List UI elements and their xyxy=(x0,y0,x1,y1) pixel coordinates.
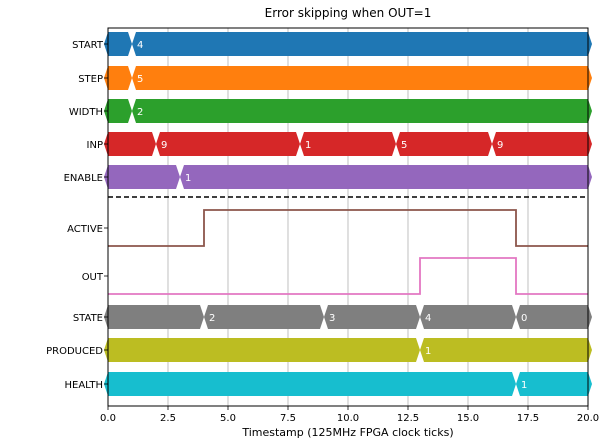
bus-segment xyxy=(104,165,180,189)
trace-produced: 1 xyxy=(104,338,592,362)
bus-segment xyxy=(492,132,592,156)
x-tick-label: 12.5 xyxy=(397,413,419,424)
signal-label-start: START xyxy=(72,40,104,51)
x-tick-label: 7.5 xyxy=(280,413,296,424)
bit-line xyxy=(108,209,588,247)
bus-segment xyxy=(420,305,516,329)
trace-health: 1 xyxy=(104,372,592,396)
bus-segment xyxy=(516,305,592,329)
x-tick-label: 0.0 xyxy=(100,413,116,424)
bus-value-label: 5 xyxy=(137,74,143,85)
bus-value-label: 4 xyxy=(137,40,143,51)
bus-value-label: 9 xyxy=(161,140,167,151)
bus-segment xyxy=(300,132,396,156)
x-tick-label: 10.0 xyxy=(337,413,359,424)
signal-label-out: OUT xyxy=(82,272,104,283)
bus-segment xyxy=(104,305,204,329)
x-axis-ticks: 0.0 2.5 5.0 7.5 10.0 12.5 15.0 17.5 20.0 xyxy=(100,406,599,424)
signal-label-enable: ENABLE xyxy=(64,173,103,184)
x-tick-label: 2.5 xyxy=(160,413,176,424)
bus-segment xyxy=(204,305,324,329)
bus-segment xyxy=(132,32,592,56)
signal-labels: START STEP WIDTH INP ENABLE ACTIVE OUT STATE PRO… xyxy=(46,40,108,391)
bus-segment xyxy=(104,32,132,56)
bus-value-label: 9 xyxy=(497,140,503,151)
bus-value-label: 1 xyxy=(521,380,527,391)
trace-start: 4 xyxy=(104,32,592,56)
bus-value-label: 2 xyxy=(209,313,215,324)
bus-segment xyxy=(104,372,516,396)
trace-active xyxy=(108,209,588,247)
bus-segment xyxy=(104,66,132,90)
bus-segment xyxy=(516,372,592,396)
bus-segment xyxy=(156,132,300,156)
x-tick-label: 5.0 xyxy=(220,413,236,424)
bus-value-label: 1 xyxy=(305,140,311,151)
bus-segment xyxy=(132,66,592,90)
bus-segment xyxy=(132,99,592,123)
bus-segment xyxy=(396,132,492,156)
trace-step: 5 xyxy=(104,66,592,90)
x-tick-label: 20.0 xyxy=(577,413,599,424)
trace-enable: 1 xyxy=(104,165,592,189)
bus-segment xyxy=(324,305,420,329)
x-tick-label: 15.0 xyxy=(457,413,479,424)
trace-width: 2 xyxy=(104,99,592,123)
x-axis-label: Timestamp (125MHz FPGA clock ticks) xyxy=(241,426,453,439)
bus-value-label: 2 xyxy=(137,107,143,118)
signal-label-inp: INP xyxy=(87,140,103,151)
chart-title: Error skipping when OUT=1 xyxy=(265,6,432,20)
signal-traces: 4 5 2 9 1 5 9 1 2 3 4 0 1 1 xyxy=(104,32,592,396)
signal-label-produced: PRODUCED xyxy=(46,346,103,357)
bus-value-label: 5 xyxy=(401,140,407,151)
bus-segment xyxy=(180,165,592,189)
signal-label-step: STEP xyxy=(78,74,103,85)
trace-inp: 9 1 5 9 xyxy=(104,132,592,156)
bus-value-label: 4 xyxy=(425,313,431,324)
signal-label-health: HEALTH xyxy=(64,380,103,391)
trace-out xyxy=(108,257,588,295)
signal-label-width: WIDTH xyxy=(69,107,103,118)
x-tick-label: 17.5 xyxy=(517,413,539,424)
bus-segment xyxy=(104,338,420,362)
bus-value-label: 3 xyxy=(329,313,335,324)
bit-line xyxy=(108,257,588,295)
trace-state: 2 3 4 0 xyxy=(104,305,592,329)
bus-value-label: 1 xyxy=(185,173,191,184)
grid-lines xyxy=(167,28,529,406)
bus-value-label: 0 xyxy=(521,313,527,324)
bus-segment xyxy=(104,132,156,156)
bus-segment xyxy=(420,338,592,362)
bus-segment xyxy=(104,99,132,123)
bus-value-label: 1 xyxy=(425,346,431,357)
signal-label-state: STATE xyxy=(73,313,103,324)
signal-label-active: ACTIVE xyxy=(67,224,103,235)
